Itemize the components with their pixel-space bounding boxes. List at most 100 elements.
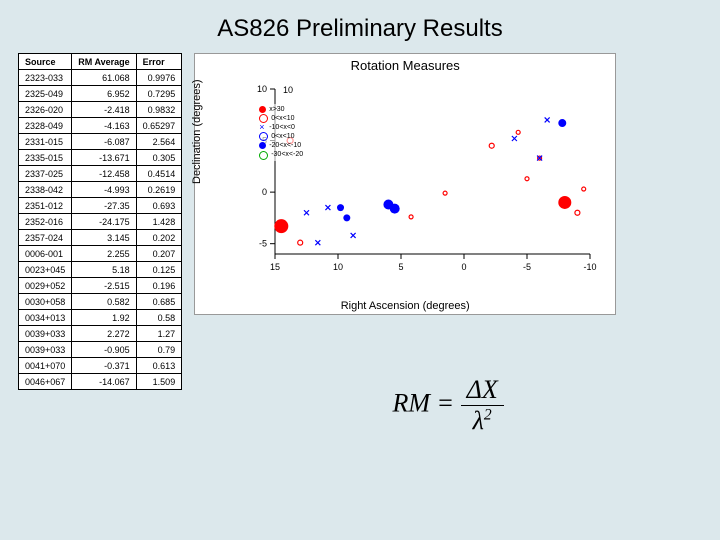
- table-cell: 2351-012: [19, 198, 72, 214]
- equals-sign: =: [437, 388, 461, 417]
- table-cell: 0.305: [136, 150, 182, 166]
- svg-text:-5: -5: [523, 262, 531, 272]
- legend-item: x>30: [259, 105, 303, 114]
- legend-item: -30<x<-20: [259, 150, 303, 159]
- table-cell: -2.515: [72, 278, 136, 294]
- table-cell: 2328-049: [19, 118, 72, 134]
- table-cell: 0.79: [136, 342, 182, 358]
- chart-svg: 151050-5-10-5051010: [255, 79, 600, 274]
- table-row: 2328-049-4.1630.65297: [19, 118, 182, 134]
- table-cell: -4.163: [72, 118, 136, 134]
- results-table-wrap: SourceRM AverageError 2323-03361.0680.99…: [18, 53, 182, 436]
- table-cell: 2325-049: [19, 86, 72, 102]
- table-cell: 2337-025: [19, 166, 72, 182]
- svg-text:10: 10: [333, 262, 343, 272]
- right-column: Rotation Measures Declination (degrees) …: [182, 53, 702, 436]
- chart-plot-area: 151050-5-10-5051010: [255, 79, 600, 274]
- table-row: 0023+0455.180.125: [19, 262, 182, 278]
- table-cell: 0.2619: [136, 182, 182, 198]
- chart-xlabel: Right Ascension (degrees): [195, 300, 615, 312]
- table-cell: 0.582: [72, 294, 136, 310]
- table-cell: 2326-020: [19, 102, 72, 118]
- table-cell: 5.18: [72, 262, 136, 278]
- table-cell: 0.693: [136, 198, 182, 214]
- legend-item: 0<x<10: [259, 132, 303, 141]
- results-table: SourceRM AverageError 2323-03361.0680.99…: [18, 53, 182, 390]
- table-cell: 0.9832: [136, 102, 182, 118]
- svg-text:-5: -5: [259, 239, 267, 249]
- chart-ylabel: Declination (degrees): [191, 79, 203, 184]
- table-cell: 1.509: [136, 374, 182, 390]
- table-cell: 0.65297: [136, 118, 182, 134]
- legend-item: ×-10<x<0: [259, 123, 303, 132]
- table-cell: 0029+052: [19, 278, 72, 294]
- table-cell: 2357-024: [19, 230, 72, 246]
- formula-den-exp: 2: [484, 406, 492, 423]
- svg-text:0: 0: [262, 187, 267, 197]
- table-cell: 2323-033: [19, 70, 72, 86]
- table-row: 2357-0243.1450.202: [19, 230, 182, 246]
- table-row: 2325-0496.9520.7295: [19, 86, 182, 102]
- formula-lhs: RM: [392, 388, 430, 417]
- formula-den-base: λ: [473, 406, 484, 435]
- table-row: 2351-012-27.350.693: [19, 198, 182, 214]
- content-row: SourceRM AverageError 2323-03361.0680.99…: [0, 53, 720, 436]
- svg-text:15: 15: [270, 262, 280, 272]
- table-cell: -12.458: [72, 166, 136, 182]
- table-row: 2331-015-6.0872.564: [19, 134, 182, 150]
- table-cell: 0.207: [136, 246, 182, 262]
- svg-text:10: 10: [283, 85, 293, 95]
- chart-title: Rotation Measures: [195, 58, 615, 73]
- table-cell: 0039+033: [19, 342, 72, 358]
- table-cell: -14.067: [72, 374, 136, 390]
- table-cell: 2331-015: [19, 134, 72, 150]
- table-cell: -0.371: [72, 358, 136, 374]
- table-cell: 0041+070: [19, 358, 72, 374]
- table-cell: -24.175: [72, 214, 136, 230]
- svg-text:-10: -10: [584, 262, 597, 272]
- table-cell: -13.671: [72, 150, 136, 166]
- table-header: Error: [136, 54, 182, 70]
- table-cell: 1.27: [136, 326, 182, 342]
- page-title: AS826 Preliminary Results: [0, 0, 720, 53]
- svg-text:0: 0: [462, 262, 467, 272]
- table-cell: 0.613: [136, 358, 182, 374]
- table-cell: 0.4514: [136, 166, 182, 182]
- table-cell: 2.272: [72, 326, 136, 342]
- table-row: 2323-03361.0680.9976: [19, 70, 182, 86]
- table-cell: 0.58: [136, 310, 182, 326]
- table-cell: 2.564: [136, 134, 182, 150]
- rotation-measures-chart: Rotation Measures Declination (degrees) …: [194, 53, 616, 315]
- table-cell: 3.145: [72, 230, 136, 246]
- table-header: Source: [19, 54, 72, 70]
- table-cell: 2338-042: [19, 182, 72, 198]
- formula-numerator: ΔX: [461, 375, 504, 406]
- table-row: 0046+067-14.0671.509: [19, 374, 182, 390]
- table-cell: 0030+058: [19, 294, 72, 310]
- chart-legend: x>300<x<10×-10<x<00<x<10-20<x<-10-30<x<-…: [257, 104, 305, 161]
- table-cell: 0.7295: [136, 86, 182, 102]
- table-row: 2335-015-13.6710.305: [19, 150, 182, 166]
- table-cell: -4.993: [72, 182, 136, 198]
- table-cell: 0046+067: [19, 374, 72, 390]
- table-cell: 1.92: [72, 310, 136, 326]
- table-row: 2352-016-24.1751.428: [19, 214, 182, 230]
- table-cell: -27.35: [72, 198, 136, 214]
- table-row: 2337-025-12.4580.4514: [19, 166, 182, 182]
- formula-denominator: λ2: [461, 406, 504, 436]
- legend-item: 0<x<10: [259, 114, 303, 123]
- table-cell: 0034+013: [19, 310, 72, 326]
- table-cell: 0039+033: [19, 326, 72, 342]
- table-row: 0006-0012.2550.207: [19, 246, 182, 262]
- table-header: RM Average: [72, 54, 136, 70]
- table-row: 0029+052-2.5150.196: [19, 278, 182, 294]
- table-cell: 0.9976: [136, 70, 182, 86]
- table-row: 2338-042-4.9930.2619: [19, 182, 182, 198]
- table-cell: 0023+045: [19, 262, 72, 278]
- table-cell: -2.418: [72, 102, 136, 118]
- table-cell: 0.202: [136, 230, 182, 246]
- table-row: 0041+070-0.3710.613: [19, 358, 182, 374]
- table-cell: 1.428: [136, 214, 182, 230]
- table-cell: -6.087: [72, 134, 136, 150]
- table-row: 0039+033-0.9050.79: [19, 342, 182, 358]
